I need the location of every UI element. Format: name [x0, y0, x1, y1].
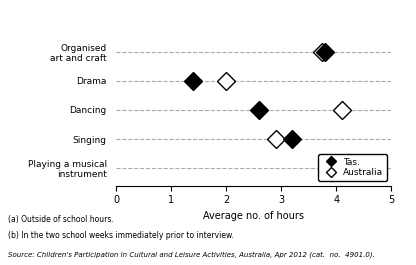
Text: Source: Children's Participation in Cultural and Leisure Activities, Australia, : Source: Children's Participation in Cult…	[8, 252, 375, 258]
Text: (a) Outside of school hours.: (a) Outside of school hours.	[8, 215, 114, 224]
X-axis label: Average no. of hours: Average no. of hours	[203, 211, 304, 221]
Legend: Tas., Australia: Tas., Australia	[318, 154, 386, 181]
Text: (b) In the two school weeks immediately prior to interview.: (b) In the two school weeks immediately …	[8, 231, 234, 240]
